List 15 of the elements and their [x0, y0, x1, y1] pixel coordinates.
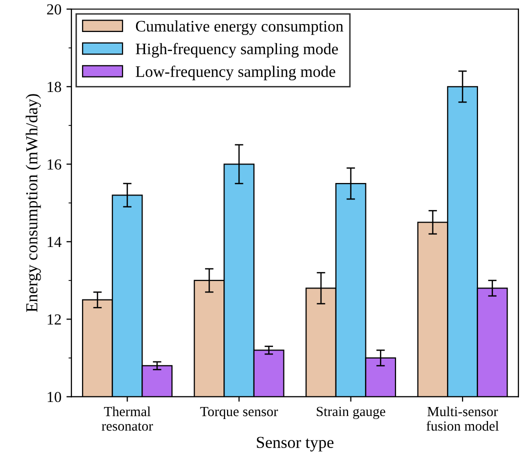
y-axis-title: Energy consumption (mWh/day) — [26, 94, 41, 312]
x-tick-label: Strain gauge — [316, 406, 386, 420]
legend-label: High-frequency sampling mode — [136, 42, 338, 58]
y-tick-label: 10 — [48, 392, 62, 402]
y-tick-label: 16 — [48, 159, 62, 170]
y-tick-label: 12 — [48, 314, 61, 324]
legend-label: Low-frequency sampling mode — [136, 66, 336, 80]
y-tick-label: 14 — [48, 236, 62, 247]
x-tick-label: Multi-sensor fusion model — [426, 406, 499, 431]
x-axis-title: Sensor type — [256, 436, 334, 452]
y-tick-label: 20 — [47, 4, 62, 15]
x-tick-label: Thermal resonator — [102, 406, 154, 431]
y-tick-label: 18 — [48, 82, 62, 92]
legend-label: Cumulative energy consumption — [136, 20, 344, 35]
x-tick-label: Torque sensor — [200, 406, 278, 420]
